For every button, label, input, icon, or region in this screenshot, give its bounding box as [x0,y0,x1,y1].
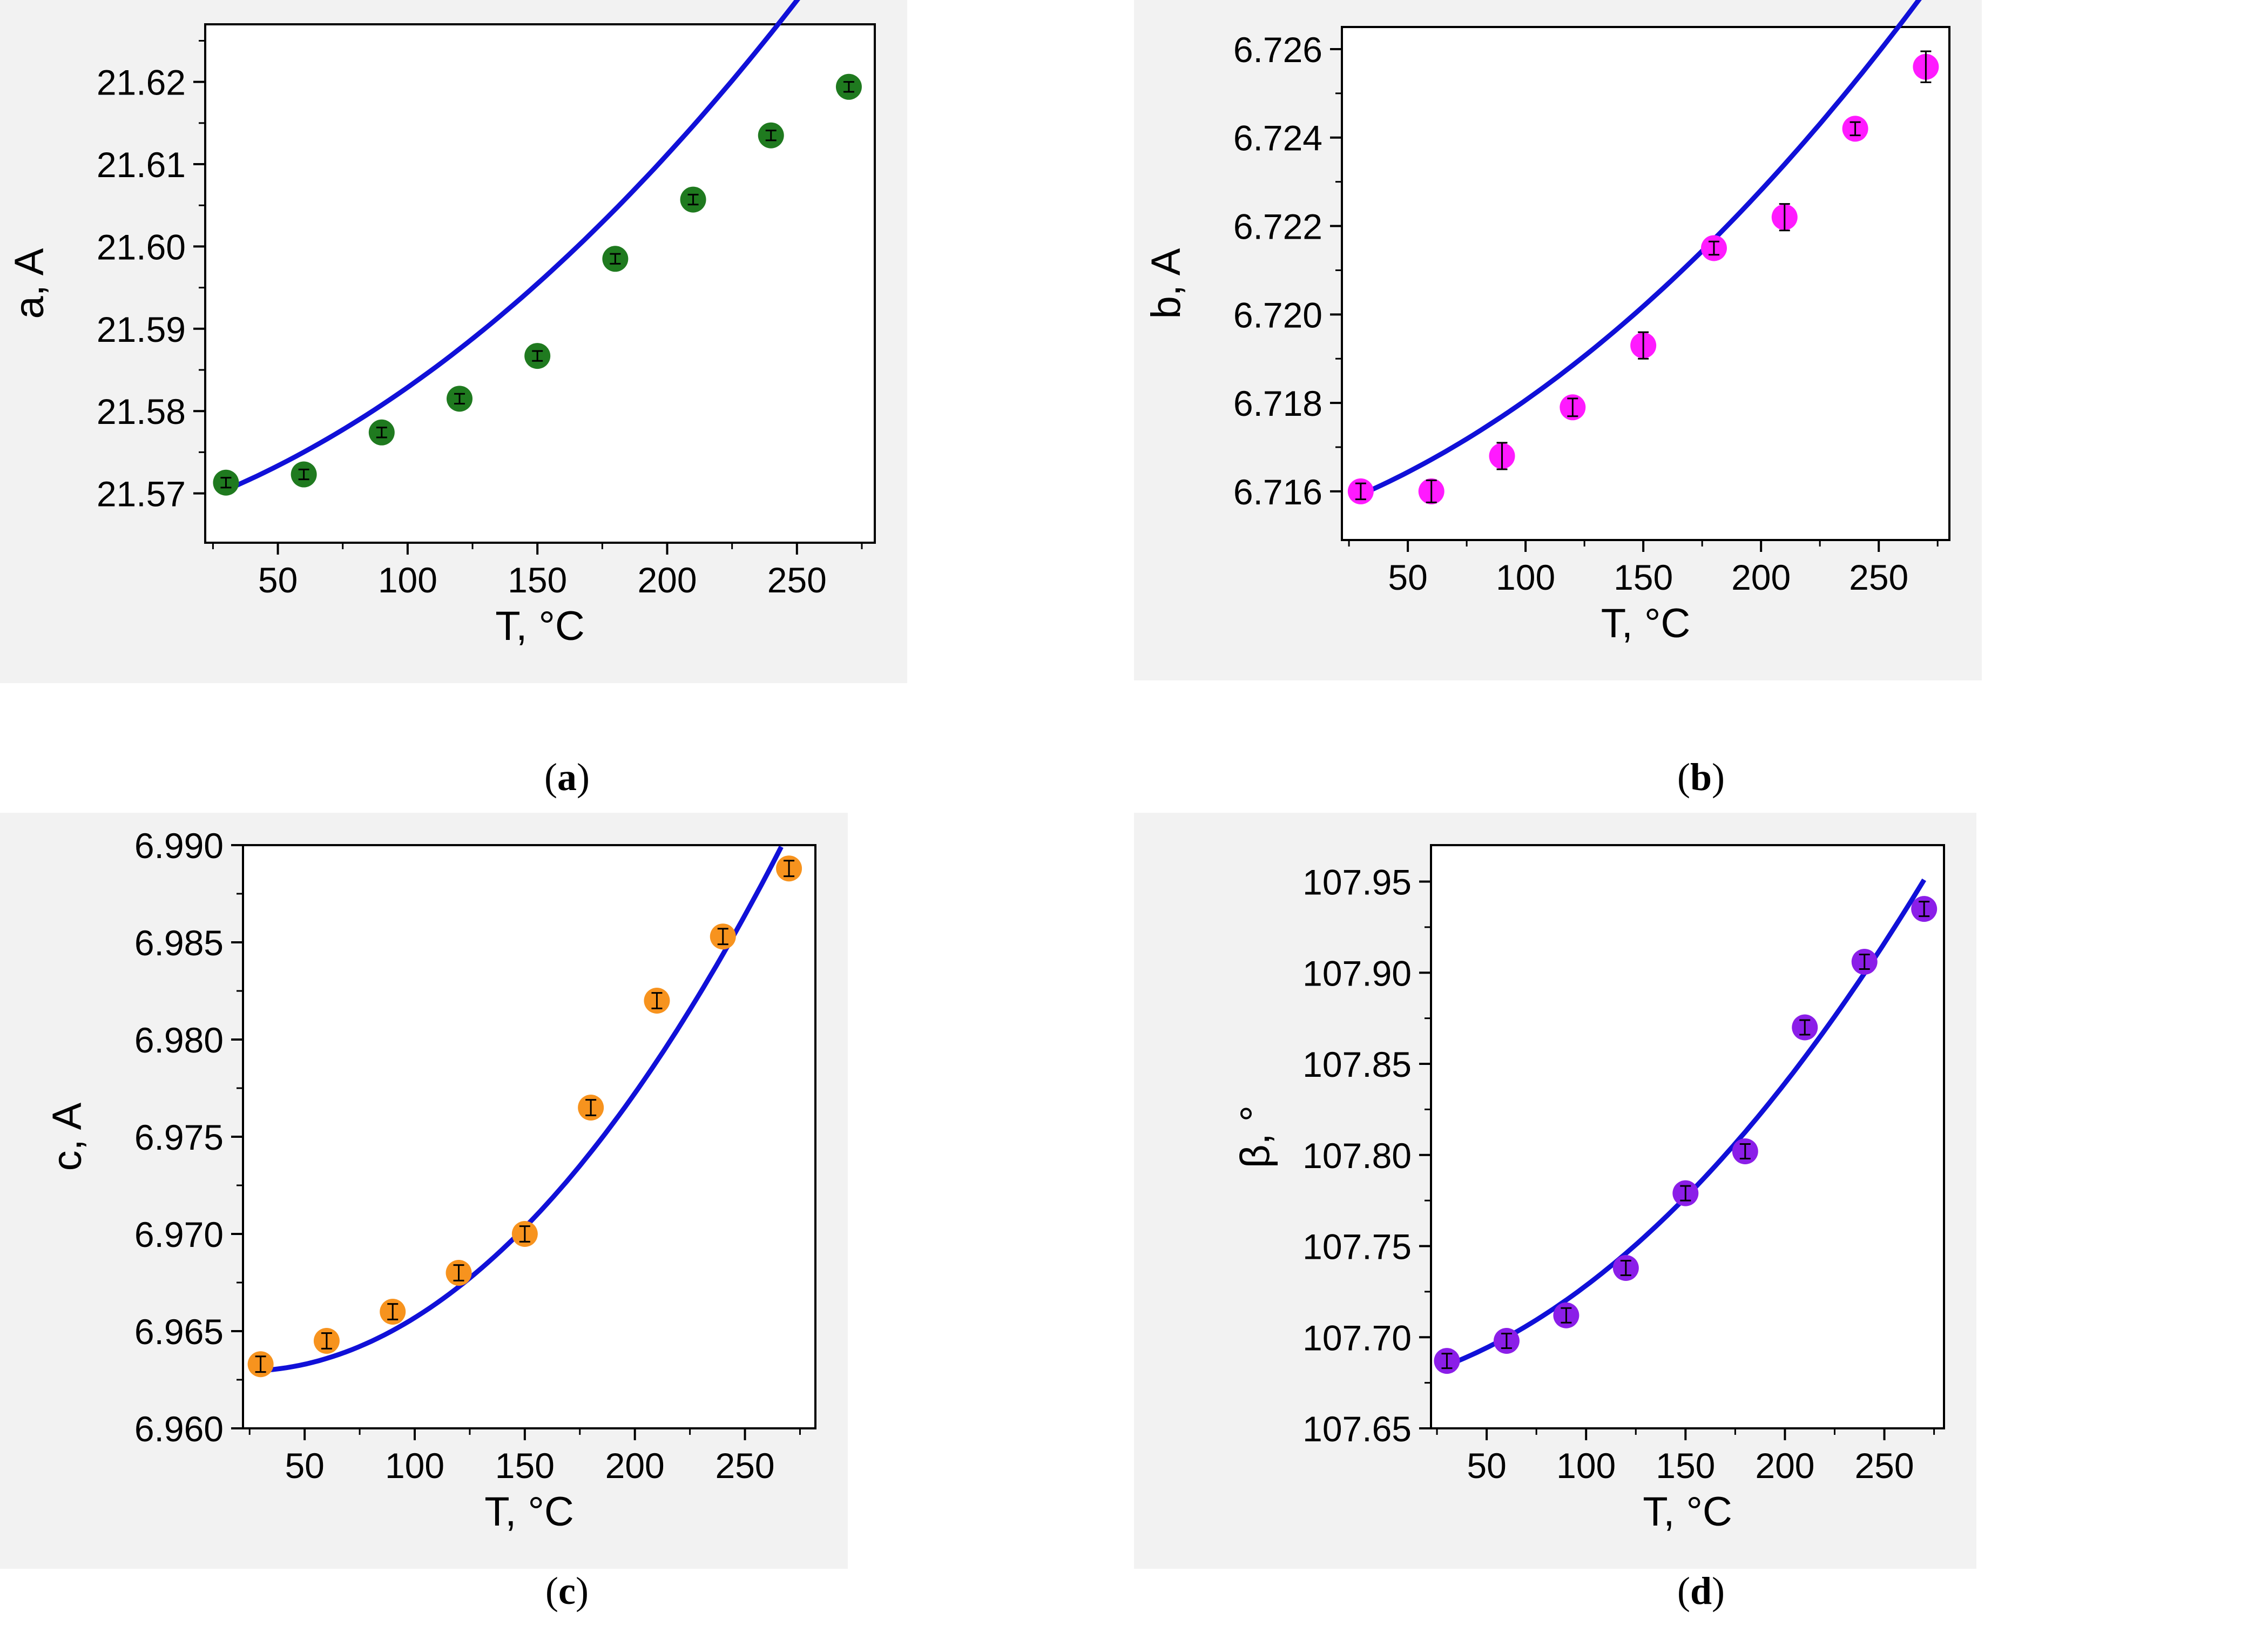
panel-c: 50 100 150 200 250 6.960 6.965 6.970 6.975 6.980 6… [0,813,1134,1625]
x-tick-label: 200 [1731,557,1791,597]
chart-d: 50 100 150 200 250 107.65 107.70 107.75 107.80 10… [1134,813,1976,1569]
y-axis-title: β, ° [1232,1105,1278,1168]
y-tick-label: 21.60 [97,227,186,267]
panel-a: 50 100 150 200 250 21.57 21.58 21.59 21.60 21.61 2… [0,0,1134,813]
y-tick-label: 6.718 [1233,383,1322,423]
chart-a: 50 100 150 200 250 21.57 21.58 21.59 21.60 21.61 2… [0,0,907,683]
x-tick-label: 100 [385,1446,444,1486]
fit-curve [225,0,800,492]
y-tick-label: 21.59 [97,309,186,349]
fit-curve [1360,0,1922,497]
y-tick-label: 107.70 [1302,1318,1412,1358]
y-tick-label: 6.970 [134,1215,224,1254]
caption-b: (b) [1677,755,1725,799]
x-tick-label: 100 [378,560,437,600]
y-tick-label: 107.85 [1302,1044,1412,1084]
y-tick-label: 21.57 [97,474,186,514]
y-tick-label: 107.65 [1302,1409,1412,1449]
x-tick-label: 150 [495,1446,555,1486]
x-axis-title: T, °C [484,1489,574,1535]
x-tick-label: 50 [285,1446,324,1486]
x-tick-label: 250 [715,1446,774,1486]
y-tick-label: 6.990 [134,826,224,866]
y-tick-label: 107.75 [1302,1227,1412,1267]
y-axis-title: c, A [44,1102,90,1171]
chart-c: 50 100 150 200 250 6.960 6.965 6.970 6.975 6.980 6… [0,813,848,1569]
x-tick-label: 250 [1854,1446,1914,1486]
x-tick-label: 100 [1496,557,1555,597]
x-tick-label: 250 [767,560,827,600]
x-tick-label: 50 [1467,1446,1506,1486]
y-tick-label: 21.58 [97,392,186,431]
y-tick-label: 107.90 [1302,953,1412,993]
y-tick-label: 6.965 [134,1312,224,1352]
y-tick-label: 6.720 [1233,295,1322,335]
y-tick-label: 6.726 [1233,30,1322,70]
x-axis-title: T, °C [495,603,585,649]
y-tick-label: 6.975 [134,1117,224,1157]
x-axis-title: T, °C [1601,601,1691,646]
chart-b: 50 100 150 200 250 6.716 6.718 6.720 6.722 6.724 6… [1134,0,1982,680]
panel-d: 50 100 150 200 250 107.65 107.70 107.75 107.80 10… [1134,813,2268,1625]
x-tick-label: 200 [1755,1446,1814,1486]
caption-c: (c) [545,1569,589,1612]
y-tick-label: 6.724 [1233,118,1322,158]
y-tick-label: 6.985 [134,923,224,963]
x-tick-label: 150 [1656,1446,1715,1486]
caption-a: (a) [544,755,590,799]
x-tick-label: 200 [637,560,697,600]
x-tick-label: 250 [1849,557,1908,597]
x-tick-label: 50 [258,560,298,600]
panel-b: 50 100 150 200 250 6.716 6.718 6.720 6.722 6.724 6… [1134,0,2268,813]
x-tick-label: 150 [1614,557,1673,597]
x-tick-label: 150 [508,560,567,600]
caption-d: (d) [1677,1569,1725,1612]
x-tick-label: 200 [605,1446,665,1486]
x-tick-label: 100 [1556,1446,1616,1486]
plot-frame [1341,26,1950,541]
y-axis-title: b, A [1143,248,1189,319]
y-tick-label: 6.960 [134,1409,224,1449]
y-tick-label: 107.80 [1302,1136,1412,1176]
y-tick-label: 21.62 [97,63,186,103]
y-tick-label: 107.95 [1302,862,1412,902]
x-axis-title: T, °C [1643,1489,1732,1535]
y-tick-label: 6.722 [1233,207,1322,247]
y-tick-label: 21.61 [97,145,186,185]
y-axis-title: a, A [6,248,52,319]
y-tick-label: 6.980 [134,1020,224,1060]
x-tick-label: 50 [1388,557,1427,597]
y-tick-label: 6.716 [1233,472,1322,512]
plot-frame [242,844,816,1429]
